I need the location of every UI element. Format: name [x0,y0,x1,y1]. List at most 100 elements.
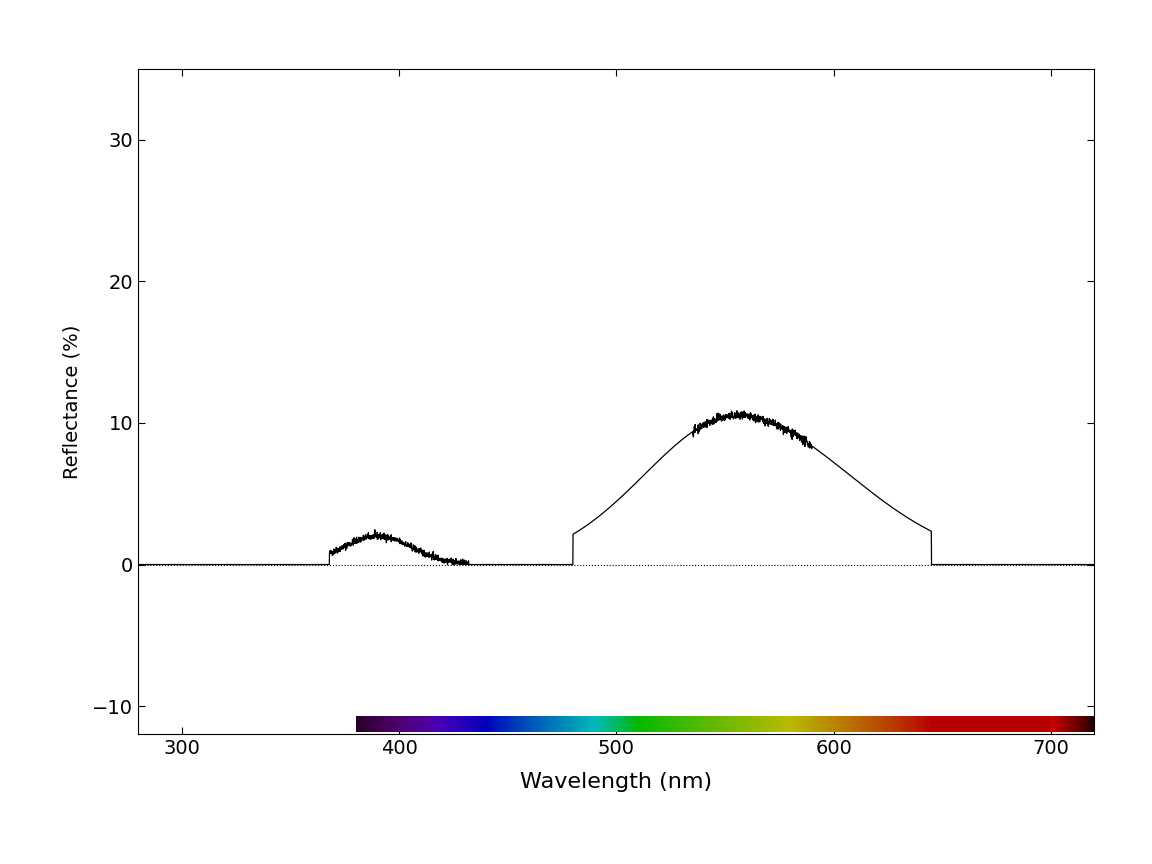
Bar [553,716,555,732]
Bar [844,716,847,732]
Bar [801,716,803,732]
Bar [491,716,492,732]
Bar [1084,716,1085,732]
Bar [836,716,838,732]
Bar [1036,716,1038,732]
Bar [538,716,540,732]
Bar [914,716,916,732]
Bar [849,716,851,732]
Bar [506,716,508,732]
Bar [935,716,938,732]
Bar [766,716,768,732]
Bar [888,716,890,732]
Bar [688,716,690,732]
Bar [660,716,662,732]
Bar [494,716,497,732]
Bar [415,716,416,732]
Bar [1087,716,1090,732]
Bar [797,716,798,732]
Bar [655,716,658,732]
Bar [1048,716,1051,732]
Bar [408,716,410,732]
Bar [795,716,797,732]
Bar [814,716,817,732]
Bar [575,716,577,732]
Bar [440,716,442,732]
Bar [812,716,814,732]
Bar [890,716,893,732]
Bar [364,716,366,732]
Bar [369,716,371,732]
Bar [742,716,744,732]
Bar [567,716,568,732]
Bar [395,716,396,732]
Bar [705,716,707,732]
Bar [488,716,491,732]
Bar [925,716,927,732]
Bar [756,716,758,732]
Bar [957,716,960,732]
Bar [994,716,996,732]
Bar [781,716,783,732]
Bar [627,716,629,732]
Bar [805,716,808,732]
Bar [562,716,564,732]
Bar [582,716,584,732]
Bar [434,716,435,732]
Bar [499,716,501,732]
Bar [629,716,631,732]
Bar [418,716,420,732]
Bar [560,716,562,732]
Bar [788,716,790,732]
Bar [626,716,627,732]
Bar [1021,716,1023,732]
Bar [773,716,775,732]
Bar [923,716,925,732]
Bar [690,716,692,732]
Bar [927,716,930,732]
Bar [842,716,844,732]
Bar [703,716,705,732]
Bar [832,716,834,732]
Bar [975,716,977,732]
Bar [727,716,729,732]
Bar [555,716,558,732]
Bar [584,716,586,732]
Bar [518,716,521,732]
Bar [790,716,793,732]
Bar [707,716,710,732]
Bar [592,716,594,732]
Bar [619,716,621,732]
Bar [1051,716,1053,732]
Bar [680,716,682,732]
Bar [564,716,567,732]
Bar [764,716,766,732]
Bar [1018,716,1021,732]
Bar [636,716,638,732]
Bar [820,716,823,732]
Bar [825,716,827,732]
Bar [697,716,699,732]
Bar [568,716,570,732]
Bar [798,716,801,732]
Bar [579,716,582,732]
Bar [808,716,810,732]
Bar [881,716,884,732]
Bar [1090,716,1092,732]
Bar [869,716,871,732]
Bar [1011,716,1014,732]
Bar [847,716,849,732]
Bar [905,716,908,732]
Bar [736,716,738,732]
Bar [492,716,494,732]
Bar [682,716,683,732]
Bar [531,716,533,732]
Bar [932,716,933,732]
Bar [1040,716,1043,732]
Bar [381,716,384,732]
Bar [1053,716,1055,732]
Bar [511,716,514,732]
Bar [675,716,677,732]
Bar [514,716,516,732]
Bar [1060,716,1062,732]
